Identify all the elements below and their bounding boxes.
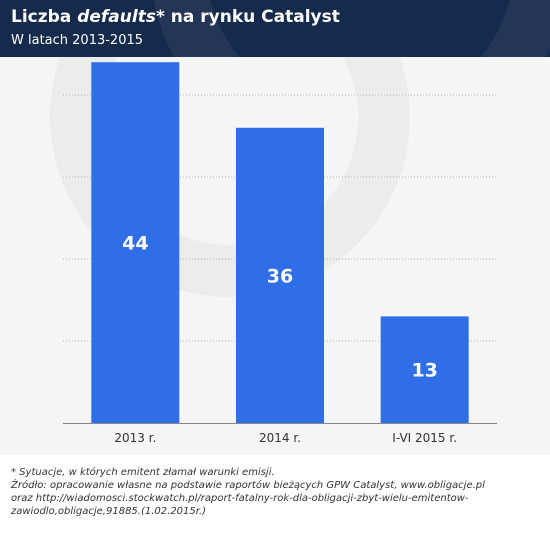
chart-subtitle: W latach 2013-2015: [11, 33, 144, 48]
data-label: 44: [122, 233, 148, 255]
bar-2014-r: [236, 127, 324, 424]
data-labels: 44 36 13: [122, 233, 438, 382]
x-tick-label: 2013 r.: [114, 431, 156, 445]
bar-2013-r: [91, 62, 180, 423]
header-bar: Liczba defaults* na rynku Catalyst W lat…: [0, 0, 550, 57]
title-text: Liczba: [11, 7, 78, 27]
data-label: 13: [411, 360, 437, 382]
footnote-source-url: oraz http://wiadomosci.stockwatch.pl/rap…: [11, 493, 469, 504]
chart-area: 44 36 13 2013 r. 2014 r. I-VI 2015 r.: [0, 57, 550, 455]
footnotes: * Sytuacje, w których emitent złamał war…: [11, 466, 541, 518]
x-tick-label: I-VI 2015 r.: [392, 431, 457, 445]
title-text-end: na rynku Catalyst: [164, 7, 340, 27]
data-label: 36: [267, 265, 293, 287]
x-tick-label: 2014 r.: [259, 431, 301, 445]
footnote-source-url-end: zawiodlo,obligacje,91885.(1.02.2015r.): [11, 506, 207, 517]
bar-i-vi-2015-r: [380, 316, 469, 423]
footnote-source: Źródło: opracowanie własne na podstawie …: [11, 480, 485, 491]
bars: [91, 62, 469, 424]
x-tick-labels: 2013 r. 2014 r. I-VI 2015 r.: [114, 431, 457, 445]
chart-title: Liczba defaults* na rynku Catalyst: [11, 7, 340, 27]
bar-chart: 44 36 13 2013 r. 2014 r. I-VI 2015 r.: [63, 62, 497, 445]
footnote-definition: * Sytuacje, w których emitent złamał war…: [11, 467, 275, 478]
title-emphasis: defaults*: [77, 7, 165, 27]
